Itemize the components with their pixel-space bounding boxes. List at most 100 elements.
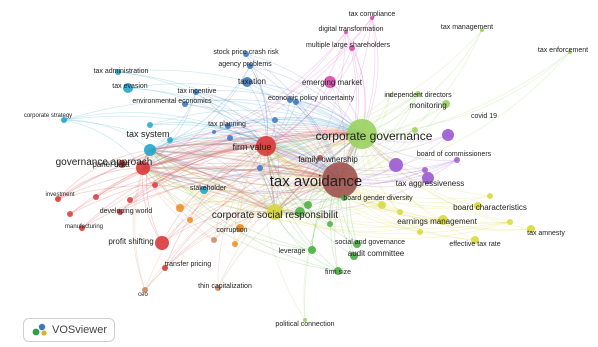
network-node-tax-planning[interactable] bbox=[225, 123, 231, 129]
network-node-audit-committee[interactable] bbox=[350, 252, 358, 260]
network-node-investment[interactable] bbox=[55, 196, 61, 202]
node-label-corporate-social-responsibilit: corporate social responsibilit bbox=[212, 210, 338, 221]
network-node-manufacturing[interactable] bbox=[79, 225, 85, 231]
network-node-profit-shifting[interactable] bbox=[155, 236, 169, 250]
network-node-tax-amnesty[interactable] bbox=[527, 225, 535, 233]
vosviewer-logo: VOSviewer bbox=[23, 318, 115, 342]
network-edge bbox=[117, 71, 341, 181]
network-node-minor bbox=[417, 229, 423, 235]
network-node-corporate-social-responsibilit[interactable] bbox=[267, 204, 283, 220]
network-node-digital-transformation[interactable] bbox=[344, 30, 348, 34]
network-edge bbox=[245, 53, 363, 135]
network-edge bbox=[249, 65, 279, 213]
network-edge bbox=[164, 145, 267, 269]
network-edge bbox=[265, 29, 483, 147]
node-label-family-ownership: family ownership bbox=[298, 155, 358, 164]
network-node-emerging-market[interactable] bbox=[324, 76, 336, 88]
network-node-independent-directors[interactable] bbox=[415, 91, 421, 97]
network-edge bbox=[265, 129, 416, 153]
network-edge bbox=[149, 93, 419, 155]
network-node-corporate-governance[interactable] bbox=[347, 119, 377, 149]
node-label-board-of-commissioners: board of commissioners bbox=[417, 151, 492, 158]
network-node-monitoring[interactable] bbox=[442, 100, 450, 108]
network-node-tax-avoidance[interactable] bbox=[322, 162, 358, 198]
network-node-minor bbox=[327, 221, 333, 227]
network-node-tax-aggressiveness[interactable] bbox=[422, 172, 434, 184]
network-node-ceo[interactable] bbox=[142, 287, 148, 293]
node-label-profit-shifting: profit shifting bbox=[108, 237, 153, 246]
network-node-governance-approach[interactable] bbox=[136, 161, 150, 175]
network-node-environmental-economics[interactable] bbox=[182, 101, 188, 107]
node-label-environmental-economics: environmental economics bbox=[132, 98, 212, 105]
network-node-earnings-management[interactable] bbox=[438, 215, 448, 225]
network-node-board-of-commissioners[interactable] bbox=[389, 158, 403, 172]
label-layer: tax avoidance corporate governance corpora… bbox=[24, 11, 588, 328]
network-node-stakeholder[interactable] bbox=[200, 186, 208, 194]
network-node-corporate-strategy[interactable] bbox=[61, 117, 67, 123]
network-node-transfer-pricing[interactable] bbox=[162, 265, 168, 271]
node-label-agency-problems: agency problems bbox=[218, 61, 272, 68]
network-node-agency-problems[interactable] bbox=[247, 63, 253, 69]
network-edge bbox=[217, 133, 363, 289]
network-edge bbox=[119, 172, 341, 213]
network-node-economic-policy-uncertainty[interactable] bbox=[293, 99, 299, 105]
network-edge bbox=[149, 149, 261, 172]
network-node-covid-19[interactable] bbox=[442, 129, 454, 141]
network-node-minor bbox=[397, 209, 403, 215]
network-node-tax-incentive[interactable] bbox=[193, 89, 199, 95]
network-node-tax-management[interactable] bbox=[480, 28, 484, 32]
network-edge bbox=[119, 133, 363, 213]
network-node-social-and-governance[interactable] bbox=[353, 240, 361, 248]
network-node-board-gender-diversity[interactable] bbox=[341, 195, 347, 201]
network-edge bbox=[265, 145, 479, 208]
network-node-stock-price-crash-risk[interactable] bbox=[243, 51, 249, 57]
network-edge bbox=[129, 145, 267, 201]
network-edge bbox=[142, 142, 267, 169]
node-label-governance-approach: governance approach bbox=[56, 157, 153, 168]
network-edge-strong bbox=[142, 145, 267, 169]
network-edge bbox=[142, 31, 347, 169]
network-node-multiple-large-shareholders[interactable] bbox=[349, 45, 355, 51]
network-edge bbox=[121, 140, 267, 165]
network-node-panel-data[interactable] bbox=[118, 160, 126, 168]
network-node-tax-system[interactable] bbox=[144, 144, 156, 156]
node-label-firm-size: firm size bbox=[325, 269, 351, 276]
network-node-tax-evasion[interactable] bbox=[123, 83, 133, 93]
network-edge-strong bbox=[149, 142, 267, 151]
network-edge bbox=[339, 179, 511, 224]
network-edge bbox=[63, 119, 144, 169]
network-edge bbox=[169, 133, 267, 147]
network-edge bbox=[274, 204, 383, 219]
network-node-firm-size[interactable] bbox=[334, 267, 342, 275]
network-edge bbox=[149, 122, 267, 147]
network-node-leverage[interactable] bbox=[308, 246, 316, 254]
network-node-family-ownership[interactable] bbox=[317, 155, 323, 161]
network-edge bbox=[149, 149, 458, 184]
network-node-firm-value[interactable] bbox=[256, 136, 276, 156]
network-edge bbox=[217, 145, 267, 289]
network-edge bbox=[274, 17, 373, 213]
network-node-political-connection[interactable] bbox=[303, 318, 307, 322]
network-edge bbox=[142, 159, 458, 193]
network-node-tax-compliance[interactable] bbox=[370, 16, 374, 20]
network-node-tax-administration[interactable] bbox=[115, 69, 121, 75]
network-node-developing-world[interactable] bbox=[117, 209, 123, 215]
network-node-tax-enforcement[interactable] bbox=[568, 50, 572, 54]
network-node-thin-capitalization[interactable] bbox=[215, 285, 221, 291]
network-node-board-characteristics[interactable] bbox=[474, 202, 482, 210]
network-node-minor bbox=[304, 201, 312, 209]
network-edge bbox=[164, 179, 341, 269]
network-edge bbox=[127, 87, 341, 181]
network-edge bbox=[69, 132, 363, 215]
network-edge bbox=[213, 119, 363, 135]
network-node-taxation[interactable] bbox=[242, 77, 252, 87]
network-edge bbox=[142, 167, 341, 193]
network-edge bbox=[149, 149, 339, 272]
node-label-tax-evasion: tax evasion bbox=[112, 83, 148, 90]
network-edge bbox=[144, 145, 267, 291]
network-node-effective-tax-rate[interactable] bbox=[471, 236, 479, 244]
network-edge bbox=[361, 133, 532, 230]
network-edge bbox=[144, 133, 363, 291]
network-node-corruption[interactable] bbox=[236, 224, 244, 232]
network-edge bbox=[274, 211, 444, 232]
